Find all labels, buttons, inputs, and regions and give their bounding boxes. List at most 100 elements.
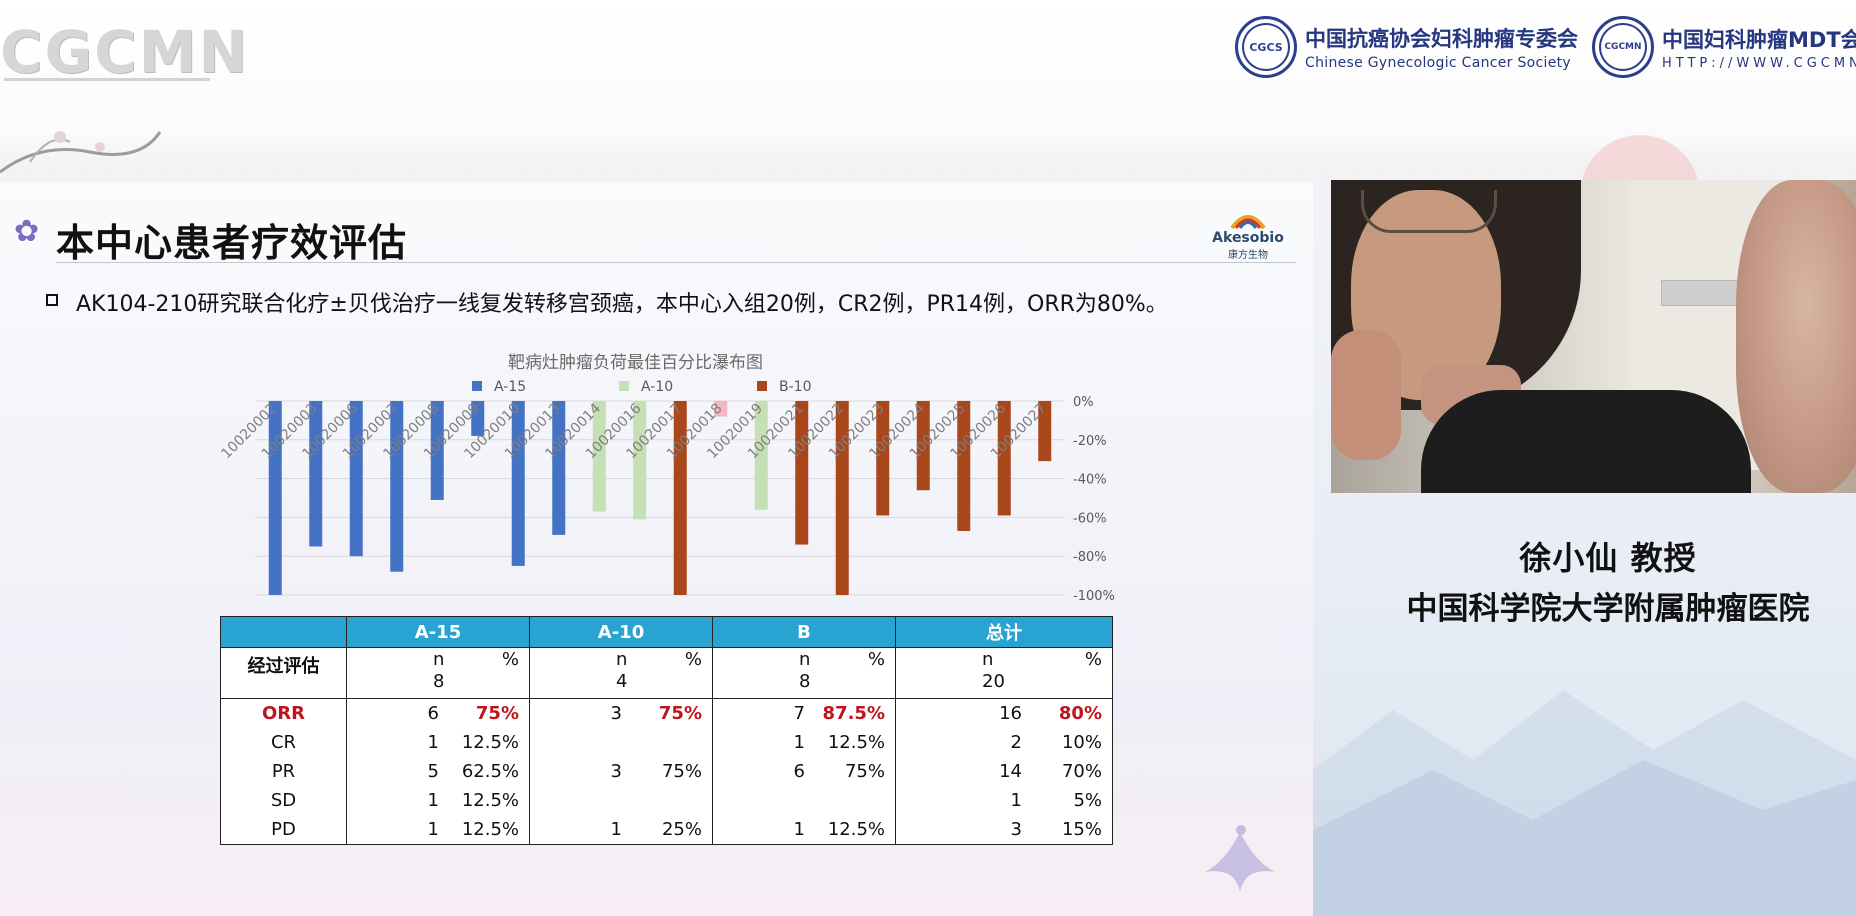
pct-label: % [501,649,519,670]
chart-bar [633,401,647,520]
count-value: 6 [793,761,805,782]
count-value: 6 [427,703,439,724]
count-value: 1 [793,819,805,840]
legend-label: A-15 [494,379,526,395]
brand-underline [4,78,210,81]
chart-bar [268,401,282,595]
count-value: 1 [793,732,805,753]
dancer-decoration [1205,825,1275,892]
evaluated-count: 8 [799,671,811,692]
n-label: n [799,649,811,670]
table-header-a15: A-15 [346,616,530,648]
count-value: 1 [427,819,439,840]
waterfall-chart: 0%-20%-40%-60%-80%-100%10020002100200031… [218,379,1115,604]
org-cgcmn-cn: 中国妇科肿瘤MDT会诊平 [1662,27,1856,52]
legend-swatch [757,381,767,391]
speaker-hospital: 中国科学院大学附属肿瘤医院 [1406,591,1810,627]
evaluated-count: 20 [982,671,1005,692]
count-value: 1 [1010,790,1022,811]
table-row: CR 1 12.5% 1 12.5% 2 10% [220,728,1113,757]
study-summary: AK104-210研究联合化疗±贝伐治疗一线复发转移宫颈癌，本中心入组20例，C… [76,292,1168,317]
table-row: PD 1 12.5% 1 25% 1 12.5% 3 15% [220,815,1113,845]
akesobio-logo: Akesobio 康方生物 [1210,206,1286,261]
percent-value: 5% [1073,790,1102,811]
percent-value: 62.5% [461,761,519,782]
title-divider [56,262,1296,263]
mountain-decoration [1313,690,1856,916]
table-row-evaluated: 经过评估 n% 8 n% 4 n% 8 n% 20 [220,647,1113,699]
branch-decoration [0,131,162,174]
chart-bar [673,401,687,595]
count-value: 7 [793,703,805,724]
chart-bar [997,401,1011,516]
org-cgcs-en: Chinese Gynecologic Cancer Society [1305,55,1572,71]
percent-value: 12.5% [461,819,519,840]
count-value: 1 [427,790,439,811]
row-label: ORR [261,703,306,724]
percent-value: 80% [1058,703,1102,724]
legend-swatch [472,381,482,391]
table-row: SD 1 12.5% 1 5% [220,786,1113,815]
chart-bar [471,401,485,436]
count-value: 3 [610,703,622,724]
table-header-corner [220,616,347,648]
count-value: 3 [1010,819,1022,840]
pct-label: % [1084,649,1102,670]
bullet-square-icon [46,294,58,306]
count-value: 1 [427,732,439,753]
speaker-caption: 徐小仙 教授 中国科学院大学附属肿瘤医院 [1360,533,1856,628]
percent-value: 12.5% [461,732,519,753]
percent-value: 87.5% [822,703,885,724]
row-label: PD [271,819,296,840]
org-cgcmn-url: HTTP://WWW.CGCMN [1662,55,1856,71]
table-header-total: 总计 [895,616,1113,648]
chart-bar [1038,401,1052,462]
count-value: 3 [610,761,622,782]
eval-row-label: 经过评估 [247,656,320,677]
org-cgcs: CGCS 中国抗癌协会妇科肿瘤专委会 Chinese Gynecologic C… [1235,16,1578,78]
legend-label: B-10 [779,379,811,395]
table-header-a10: A-10 [529,616,713,648]
org-cgcmn: CGCMN 中国妇科肿瘤MDT会诊平 HTTP://WWW.CGCMN [1592,16,1856,78]
count-value: 2 [1010,732,1022,753]
chart-bar [957,401,971,531]
y-tick-label: -20% [1073,434,1107,449]
percent-value: 70% [1061,761,1102,782]
y-tick-label: -40% [1073,473,1107,488]
flower-icon: ✿ [14,214,40,249]
table-row: PR 5 62.5% 3 75% 6 75% 14 70% [220,757,1113,786]
percent-value: 75% [475,703,519,724]
percent-value: 15% [1061,819,1102,840]
cgcs-seal-icon: CGCS [1235,16,1297,78]
n-label: n [433,649,445,670]
chart-bar [592,401,606,512]
y-tick-label: -80% [1073,550,1107,565]
count-value: 1 [610,819,622,840]
y-tick-label: -100% [1073,589,1115,604]
akesobio-arc-icon [1230,215,1266,230]
chart-title: 靶病灶肿瘤负荷最佳百分比瀑布图 [508,353,763,373]
chart-bar [552,401,566,535]
chart-bar [511,401,525,566]
efficacy-table: A-15 A-10 B 总计 经过评估 n% 8 n% 4 n% 8 n% 20 ORR 6 75% 3… [220,616,1113,845]
table-row: ORR 6 75% 3 75% 7 87.5% 16 80% [220,698,1113,728]
slide-title: 本中心患者疗效评估 [56,221,408,265]
evaluated-count: 4 [616,671,628,692]
percent-value: 12.5% [827,732,885,753]
chart-bar [309,401,323,547]
percent-value: 25% [661,819,702,840]
table-header-b: B [712,616,896,648]
speaker-video-feed [1331,180,1856,493]
cgcmn-seal-icon: CGCMN [1592,16,1654,78]
count-value: 14 [999,761,1022,782]
chart-bar [795,401,809,545]
cgcmn-brand-logo: CGCMN [0,18,249,86]
percent-value: 12.5% [461,790,519,811]
count-value: 16 [999,703,1022,724]
table-header-row: A-15 A-10 B 总计 [220,616,1113,648]
percent-value: 75% [844,761,885,782]
chart-bar [835,401,849,595]
pct-label: % [684,649,702,670]
presentation-slide: ✿ 本中心患者疗效评估 Akesobio 康方生物 AK104-210研究联合化… [0,182,1313,916]
n-label: n [616,649,628,670]
